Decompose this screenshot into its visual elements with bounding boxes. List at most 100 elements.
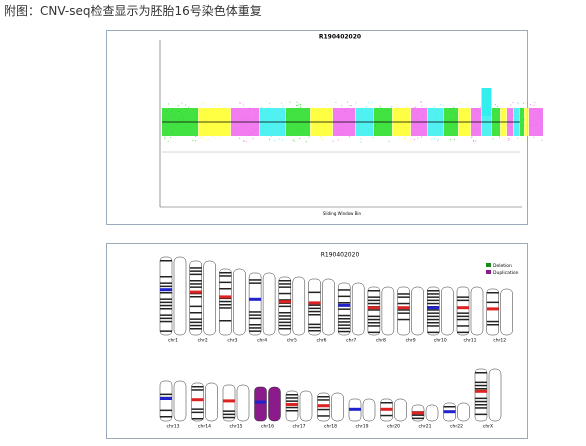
chromosome-label: chr14	[198, 424, 211, 430]
cnv-dot	[412, 134, 414, 136]
cnv-dot	[393, 109, 395, 111]
cnv-dot	[248, 117, 250, 119]
cnv-dot	[239, 137, 241, 139]
cnv-dot	[512, 102, 514, 104]
cnv-dot	[272, 112, 274, 114]
cnv-dot	[502, 102, 504, 104]
chromosome-outline	[425, 404, 439, 422]
cnv-dot	[244, 129, 246, 131]
cnv-dot	[200, 141, 202, 143]
chromosome-label: chr16	[261, 424, 274, 430]
cnv-dot	[165, 111, 167, 113]
cnv-dot	[359, 108, 361, 110]
cnv-dot	[337, 139, 339, 141]
cnv-dot	[355, 102, 357, 104]
cnv-dot	[337, 130, 339, 132]
cnv-dot	[513, 110, 515, 112]
centromere	[189, 290, 202, 294]
cnv-dot	[462, 111, 464, 113]
cnv-dot	[497, 106, 499, 108]
cnv-dot	[511, 126, 513, 128]
cnv-dot	[520, 125, 522, 127]
cnv-dot	[492, 111, 494, 113]
band	[427, 315, 440, 318]
cnv-dot	[174, 115, 176, 117]
cnv-dot	[317, 131, 319, 133]
chromosome-label: chr5	[287, 338, 297, 344]
cnv-dot	[439, 129, 441, 131]
cnv-dot	[332, 140, 334, 142]
legend-label: Duplication	[493, 270, 519, 276]
chromosome-label: chr17	[293, 424, 306, 430]
cnv-dot	[523, 118, 525, 120]
cnv-dot	[405, 129, 407, 131]
cnv-dot	[299, 107, 301, 109]
cnv-dot	[355, 124, 357, 126]
centromere	[219, 295, 232, 299]
cnv-dot	[269, 110, 271, 112]
band	[338, 314, 351, 317]
cnv-dot	[264, 126, 266, 128]
cnv-dot	[534, 101, 536, 103]
cnv-dot	[513, 115, 515, 117]
band	[278, 280, 291, 282]
cnv-dot	[460, 111, 462, 113]
chromosome	[474, 368, 488, 422]
band	[427, 299, 440, 302]
band	[223, 410, 235, 412]
cnv-dot	[340, 133, 342, 135]
chromosome-outline	[441, 286, 454, 336]
cnv-dot	[518, 103, 520, 105]
cnv-dot	[518, 116, 520, 118]
cnv-dot	[457, 108, 459, 110]
cnv-dot	[313, 114, 315, 116]
cnv-dot	[243, 140, 245, 142]
cnv-dot	[372, 101, 374, 103]
cnv-dot	[208, 138, 210, 140]
cnv-dot	[329, 128, 331, 130]
band	[367, 331, 380, 334]
cnv-dot	[223, 106, 225, 108]
band	[189, 318, 202, 320]
cnv-dot	[391, 106, 393, 108]
cnv-dot	[213, 118, 215, 120]
centromere	[475, 389, 487, 393]
cnv-dot	[360, 138, 362, 140]
band	[189, 267, 202, 269]
cnv-band	[524, 108, 529, 136]
cnv-dot	[195, 114, 197, 116]
cnv-dot	[216, 119, 218, 121]
cnv-dot	[493, 118, 495, 120]
cnv-dot	[298, 103, 300, 105]
band	[160, 276, 172, 278]
band	[427, 293, 440, 295]
cnv-dot	[327, 129, 329, 131]
cnv-dot	[524, 138, 526, 140]
cnv-dot	[499, 136, 501, 138]
chromosome-outline	[411, 286, 424, 336]
cnv-dot	[270, 136, 272, 138]
cnv-dot	[501, 136, 503, 138]
chromosome-outline	[233, 268, 246, 336]
band	[278, 286, 291, 288]
cnv-dot	[367, 129, 369, 131]
band	[160, 298, 172, 300]
cnv-band	[520, 108, 524, 136]
cnv-dot	[300, 104, 302, 106]
cnv-dot	[413, 107, 415, 109]
band	[367, 302, 380, 305]
cnv-dot	[387, 109, 389, 111]
band	[160, 317, 172, 320]
cnv-dot	[295, 128, 297, 130]
centromere	[349, 407, 361, 411]
band	[427, 290, 440, 292]
cnv-dot	[524, 102, 526, 104]
band	[308, 323, 321, 326]
band	[317, 399, 330, 401]
band	[189, 328, 202, 330]
cnv-dot	[216, 120, 218, 122]
cnv-dot	[171, 132, 173, 134]
band	[367, 296, 380, 298]
cnv-dot	[203, 113, 205, 115]
cnv-dot	[465, 107, 467, 109]
